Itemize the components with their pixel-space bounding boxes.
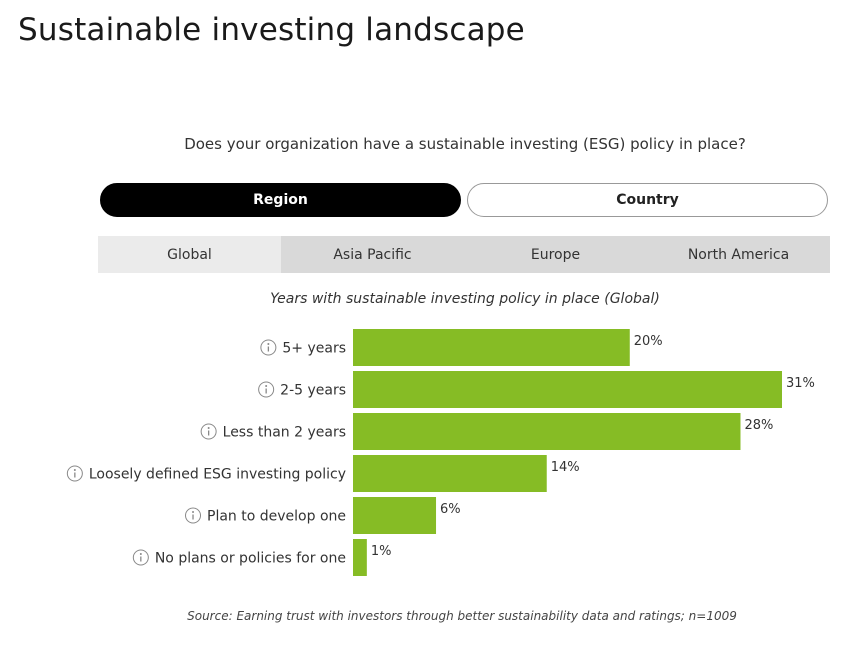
bar-5-years [353, 329, 630, 366]
info-icon[interactable] [260, 339, 277, 356]
bar-less-than-2-years [353, 413, 741, 450]
value-label-plan-to-develop-one: 6% [440, 502, 461, 517]
value-label-loosely-defined-esg-investing-policy: 14% [551, 460, 580, 475]
chart-title: Years with sustainable investing policy … [270, 291, 660, 307]
tab-europe[interactable]: Europe [530, 246, 581, 263]
region-toggle-button[interactable]: Region [100, 183, 461, 217]
bar-plan-to-develop-one [353, 497, 437, 534]
value-label-5-years: 20% [634, 334, 663, 349]
page-title: Sustainable investing landscape [18, 12, 525, 48]
category-label-loosely-defined-esg-investing-policy: Loosely defined ESG investing policy [89, 467, 346, 483]
info-icon[interactable] [258, 381, 275, 398]
value-label-2-5-years: 31% [786, 376, 815, 391]
tab-global[interactable]: Global [98, 236, 281, 273]
category-label-plan-to-develop-one: Plan to develop one [207, 509, 346, 525]
bar-2-5-years [353, 371, 782, 408]
country-toggle-button[interactable]: Country [467, 183, 828, 217]
info-icon[interactable] [132, 549, 149, 566]
bar-loosely-defined-esg-investing-policy [353, 455, 547, 492]
tab-north-america[interactable]: North America [687, 246, 790, 263]
category-label-5-years: 5+ years [282, 341, 346, 357]
value-label-no-plans-or-policies-for-one: 1% [371, 544, 392, 559]
category-label-less-than-2-years: Less than 2 years [223, 425, 346, 441]
category-label-no-plans-or-policies-for-one: No plans or policies for one [155, 551, 346, 567]
value-label-less-than-2-years: 28% [744, 418, 773, 433]
info-icon[interactable] [66, 465, 83, 482]
info-icon[interactable] [185, 507, 202, 524]
category-label-2-5-years: 2-5 years [280, 383, 346, 399]
source-note: Source: Earning trust with investors thr… [187, 609, 737, 623]
tab-asia-pacific[interactable]: Asia Pacific [333, 246, 412, 263]
survey-question: Does your organization have a sustainabl… [184, 135, 746, 153]
info-icon[interactable] [200, 423, 217, 440]
bar-no-plans-or-policies-for-one [353, 539, 367, 576]
region-tabs: Global Asia Pacific Europe North America [98, 236, 830, 273]
